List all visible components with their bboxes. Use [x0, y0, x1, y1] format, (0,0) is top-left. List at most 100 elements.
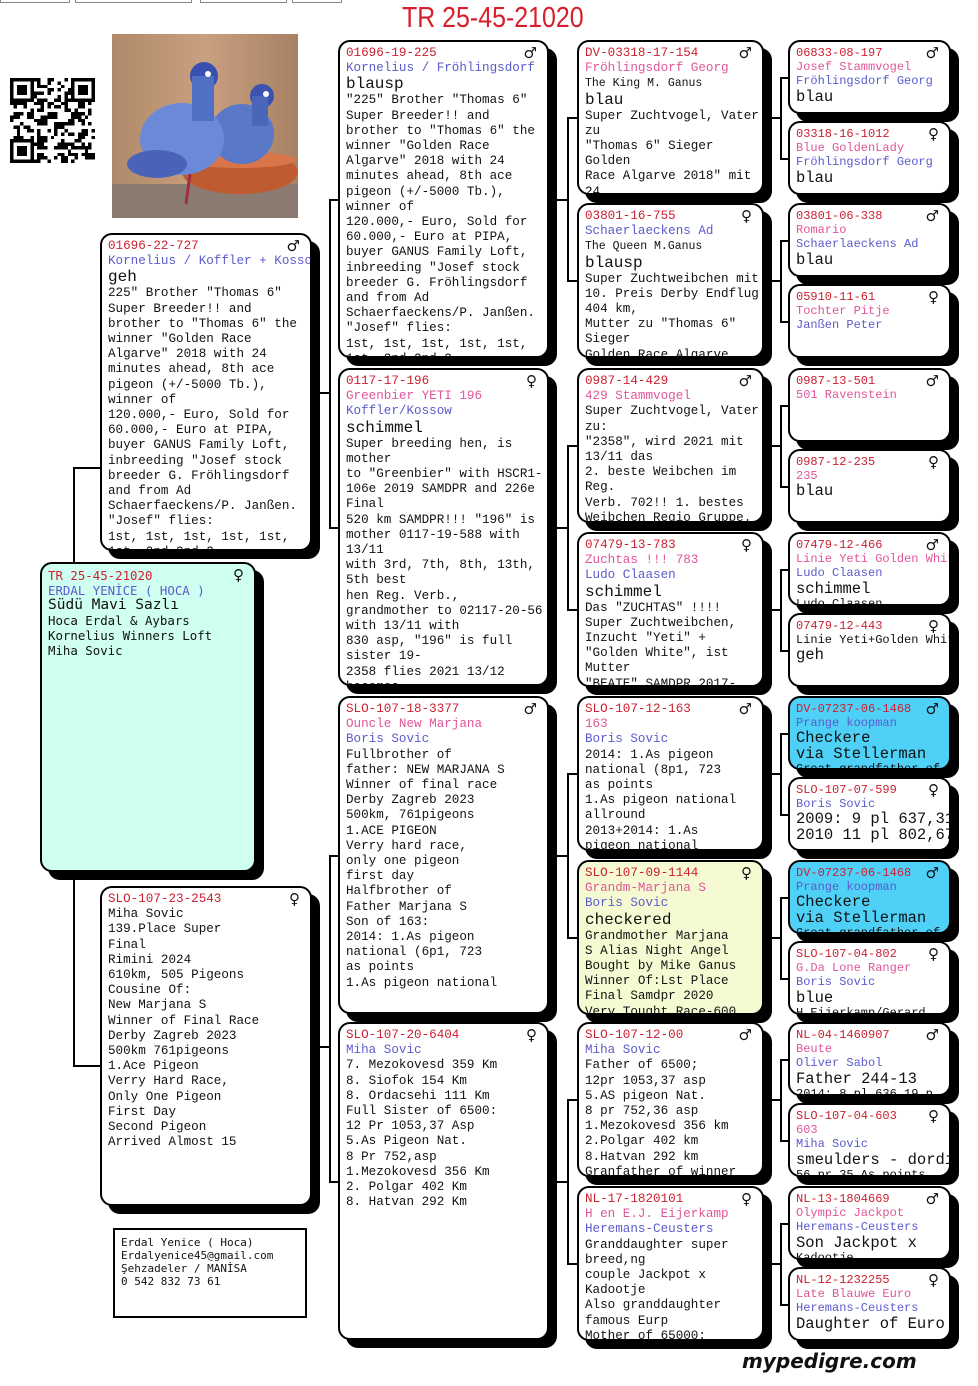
great-great-grandparent-card[interactable]: ♂ 03801-06-338 Romario Schaerlaeckens Ad bla…	[788, 203, 951, 277]
pigeon-color: blue	[796, 988, 834, 1007]
ring-number[interactable]: 0987-12-235	[796, 455, 876, 469]
pedigree-note: Full Sister of 6500:	[346, 1104, 498, 1119]
female-icon: ♀	[928, 1271, 939, 1289]
ring-number[interactable]: NL-04-1460907	[796, 1028, 890, 1042]
ring-number[interactable]: 0117-17-196	[346, 374, 430, 388]
ring-number[interactable]: SLO-107-07-599	[796, 783, 897, 797]
great-great-grandparent-card[interactable]: ♂ DV-07237-06-1468 Prange koopman Checkere v…	[788, 696, 951, 770]
breeder-name: Fröhlingsdorf Georg	[796, 155, 933, 170]
great-great-grandparent-card[interactable]: ♀ 03318-16-1012 Blue GoldenLady Fröhlingsdo…	[788, 121, 951, 195]
great-great-grandparent-card[interactable]: ♀ SLO-107-04-802 G.Da Lone Ranger Boris Sov…	[788, 941, 951, 1015]
pedigree-note: 2014: 1.As pigeon	[585, 747, 714, 762]
connector-line	[780, 405, 782, 488]
pedigree-note: 1.As pigeon national	[585, 793, 737, 808]
connector-line	[780, 814, 788, 816]
connector-line	[780, 321, 788, 323]
grandparent-card[interactable]: ♀ SLO-107-20-6404 Miha Sovic 7. Mezokovesd …	[338, 1022, 549, 1340]
connector-line	[567, 280, 577, 282]
pedigree-note: Bought by Mike Ganus	[585, 959, 737, 974]
female-icon: ♀	[741, 864, 752, 882]
pigeon-name: H en E.J. Eijerkamp	[585, 1207, 729, 1222]
ring-number[interactable]: TR 25-45-21020	[48, 568, 153, 583]
ring-number[interactable]: NL-17-1820101	[585, 1192, 684, 1206]
ring-number[interactable]: 03318-16-1012	[796, 127, 890, 141]
sire-card[interactable]: ♂ 01696-22-727 Kornelius / Koffler + Kosso…	[100, 233, 312, 551]
pigeon-color: 2009: 9 pl 637,31 p	[796, 810, 951, 829]
dam-card[interactable]: ♀ SLO-107-23-2543 Miha Sovic 139.Place Supe…	[100, 886, 312, 1206]
great-great-grandparent-card[interactable]: ♂ 0987-13-501 501 Ravenstein	[788, 368, 951, 442]
ring-number[interactable]: 01696-22-727	[108, 239, 199, 253]
great-great-grandparent-card[interactable]: ♀ SLO-107-07-599 Boris Sovic 2009: 9 pl 637…	[788, 777, 951, 851]
ring-number[interactable]: 01696-19-225	[346, 46, 437, 60]
breeder-name: Ludo Claasen	[585, 568, 676, 583]
top-tab-2[interactable]	[75, 0, 192, 3]
great-great-grandparent-card[interactable]: ♀ 0987-12-235 235 blau	[788, 449, 951, 523]
great-grandparent-card[interactable]: ♂ SLO-107-12-00 Miha Sovic Father of 6500; 1…	[577, 1022, 764, 1177]
pedigree-note: breeder G. Fröhlingsdorf	[346, 275, 528, 290]
grandparent-card[interactable]: ♂ SLO-107-18-3377 Ouncle New Marjana Boris …	[338, 696, 549, 1014]
great-great-grandparent-card[interactable]: ♂ 06833-08-197 Josef Stammvogel Fröhlingsdo…	[788, 40, 951, 114]
ring-number[interactable]: 06833-08-197	[796, 46, 883, 60]
great-great-grandparent-card[interactable]: ♀ SLO-107-04-603 603 Miha Sovic smeulders - …	[788, 1103, 951, 1177]
ring-number[interactable]: 0987-14-429	[585, 374, 669, 388]
pigeon-name: Romario	[796, 223, 847, 238]
pedigree-note: "Golden White", ist	[585, 646, 729, 661]
ring-number[interactable]: 05910-11-61	[796, 290, 876, 304]
top-tab-1[interactable]	[0, 0, 70, 3]
breeder-name: Kornelius / Koffler + Kossow	[108, 254, 312, 269]
connector-line	[73, 1065, 100, 1067]
ring-number[interactable]: NL-13-1804669	[796, 1192, 890, 1206]
great-grandparent-card[interactable]: ♀ 03801-16-755 Schaerlaeckens Ad The Queen …	[577, 203, 764, 358]
ring-number[interactable]: 0987-13-501	[796, 374, 876, 388]
great-grandparent-card[interactable]: ♂ SLO-107-12-163 163 Boris Sovic 2014: 1.As …	[577, 696, 764, 851]
great-grandparent-card[interactable]: ♀ 07479-13-783 Zuchtas !!! 783 Ludo Claasen…	[577, 532, 764, 687]
top-tab-3[interactable]	[200, 0, 287, 3]
great-great-grandparent-card[interactable]: ♂ NL-04-1460907 Beute Oliver Sabol Father 24…	[788, 1022, 951, 1096]
great-great-grandparent-card[interactable]: ♀ 07479-12-443 Linie Yeti+Golden White geh	[788, 613, 951, 687]
ring-number[interactable]: SLO-107-04-603	[796, 1109, 897, 1123]
ring-number[interactable]: SLO-107-20-6404	[346, 1028, 460, 1042]
great-grandparent-card[interactable]: ♀ SLO-107-09-1144 Grandm-Marjana S Boris So…	[577, 860, 764, 1015]
ring-number[interactable]: 03801-16-755	[585, 209, 676, 223]
pedigree-note: Mother of 65000:	[585, 1328, 706, 1341]
ring-number[interactable]: SLO-107-12-163	[585, 702, 691, 716]
great-great-grandparent-card[interactable]: ♀ 05910-11-61 Tochter Pitje Janßen Peter	[788, 284, 951, 358]
ring-number[interactable]: SLO-107-18-3377	[346, 702, 460, 716]
pedigree-note: Mutter zu "Thomas 6"	[585, 317, 737, 332]
ring-number[interactable]: NL-12-1232255	[796, 1273, 890, 1287]
great-great-grandparent-card[interactable]: ♂ NL-13-1804669 Olympic Jackpot Heremans-Ce…	[788, 1186, 951, 1260]
pedigree-note: pigeon (+/-5000 Tb.),	[346, 184, 505, 199]
ring-number[interactable]: 03801-06-338	[796, 209, 883, 223]
ring-number[interactable]: 07479-12-466	[796, 538, 883, 552]
ring-number[interactable]: 07479-13-783	[585, 538, 676, 552]
grandparent-card[interactable]: ♂ 01696-19-225 Kornelius / Fröhlingsdorf bl…	[338, 40, 549, 358]
great-grandparent-card[interactable]: ♂ 0987-14-429 429 Stammvogel Super Zuchtvog…	[577, 368, 764, 523]
ring-number[interactable]: SLO-107-12-00	[585, 1028, 684, 1042]
ring-number[interactable]: SLO-107-23-2543	[108, 892, 222, 906]
ring-number[interactable]: DV-03318-17-154	[585, 46, 699, 60]
great-grandparent-card[interactable]: ♀ NL-17-1820101 H en E.J. Eijerkamp Hereman…	[577, 1186, 764, 1341]
great-grandparent-card[interactable]: ♂ DV-03318-17-154 Fröhlingsdorf Georg The K…	[577, 40, 764, 195]
ring-number[interactable]: 07479-12-443	[796, 619, 883, 633]
pedigree-note: 5th best	[346, 573, 407, 588]
ring-number[interactable]: SLO-107-09-1144	[585, 866, 699, 880]
subject-pigeon-card[interactable]: ♀ TR 25-45-21020 ERDAL YENİCE ( HOCA ) Südü…	[40, 562, 256, 872]
great-great-grandparent-card[interactable]: ♀ NL-12-1232255 Late Blauwe Euro Heremans-C…	[788, 1267, 951, 1341]
top-tab-4[interactable]	[292, 0, 342, 3]
connector-line	[772, 280, 780, 282]
pedigree-note: 2014: 8 pl 636,19 p	[796, 1086, 933, 1096]
pedigree-note: "BEATE" SAMDPR 2017-	[585, 676, 737, 687]
grandparent-card[interactable]: ♀ 0117-17-196 Greenbier YETI 196 Koffler/Ko…	[338, 368, 549, 686]
contact-email[interactable]: Erdalyenice45@gmail.com	[121, 1249, 274, 1262]
pedigree-note: Super Breeder!! and	[108, 301, 252, 316]
great-great-grandparent-card[interactable]: ♂ 07479-12-466 Linie Yeti Golden White Ludo…	[788, 532, 951, 606]
ring-number[interactable]: DV-07237-06-1468	[796, 866, 912, 880]
pedigree-note: inbreeding "Josef stock	[346, 260, 520, 275]
pedigree-note: 1.ACE PIGEON	[346, 823, 437, 838]
pedigree-note: 1.Mezokovesd 356 Km	[346, 1164, 490, 1179]
ring-number[interactable]: DV-07237-06-1468	[796, 702, 912, 716]
brand-logo[interactable]: mypedigre.com	[742, 1349, 917, 1373]
ring-number[interactable]: SLO-107-04-802	[796, 947, 897, 961]
great-great-grandparent-card[interactable]: ♂ DV-07237-06-1468 Prange koopman Checkere v…	[788, 860, 951, 934]
connector-line	[780, 650, 788, 652]
